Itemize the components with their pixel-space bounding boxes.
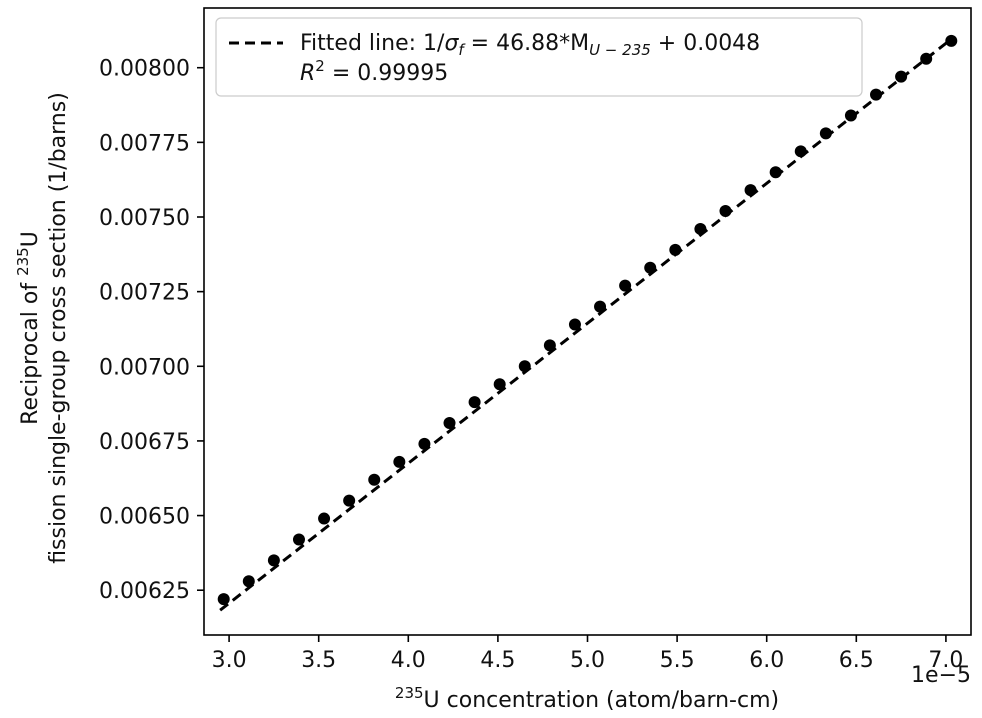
y-tick-label: 0.00650 (99, 505, 190, 530)
data-point (518, 360, 531, 373)
data-point (920, 52, 933, 65)
y-ticks: 0.00625 0.00650 0.00675 0.00700 0.00725 0.007… (99, 57, 204, 604)
data-point (493, 378, 506, 391)
legend: Fitted line: 1/σf = 46.88*MU − 235 + 0.0… (215, 17, 863, 97)
data-point (568, 318, 581, 331)
data-point (719, 205, 732, 218)
data-points (217, 34, 958, 606)
data-point (267, 554, 280, 567)
x-tick-label: 7.0 (928, 648, 963, 673)
x-tick-label: 6.0 (749, 648, 784, 673)
data-point (744, 184, 757, 197)
x-ticks: 3.0 3.5 4.0 4.5 5.0 5.5 6.0 6.5 7.0 (212, 635, 963, 673)
x-tick-label: 5.0 (570, 648, 605, 673)
data-point (619, 279, 632, 292)
y-axis-title-line1: Reciprocal of 235U (14, 231, 43, 425)
data-point (945, 34, 958, 47)
data-point (393, 455, 406, 468)
data-point (870, 88, 883, 101)
legend-fit-label: Fitted line: 1/σf = 46.88*MU − 235 + 0.0… (300, 31, 760, 59)
data-point (418, 437, 431, 450)
data-point (844, 109, 857, 122)
data-point (343, 494, 356, 507)
x-axis-title: 235U concentration (atom/barn-cm) (395, 684, 779, 713)
y-tick-label: 0.00725 (99, 281, 190, 306)
data-point (594, 300, 607, 313)
y-tick-label: 0.00675 (99, 430, 190, 455)
y-axis-title: Reciprocal of 235U fission single-group … (14, 92, 71, 564)
data-point (217, 593, 230, 606)
data-point (368, 473, 381, 486)
data-point (242, 575, 255, 588)
y-tick-label: 0.00800 (99, 57, 190, 82)
x-tick-label: 4.5 (480, 648, 515, 673)
data-point (644, 261, 657, 274)
y-tick-label: 0.00700 (99, 355, 190, 380)
y-tick-label: 0.00750 (99, 206, 190, 231)
data-point (318, 512, 331, 525)
data-point (819, 127, 832, 140)
x-tick-label: 3.0 (212, 648, 247, 673)
data-point (794, 145, 807, 158)
x-tick-label: 5.5 (660, 648, 695, 673)
y-tick-label: 0.00625 (99, 579, 190, 604)
data-point (468, 396, 481, 409)
data-point (694, 222, 707, 235)
x-axis-multiplier: 1e−5 (911, 663, 971, 688)
legend-r-squared: R2 = 0.99995 (300, 57, 448, 86)
data-point (543, 339, 556, 352)
x-tick-label: 3.5 (301, 648, 336, 673)
data-point (443, 417, 456, 430)
y-axis-title-line2: fission single-group cross section (1/ba… (46, 92, 71, 564)
x-tick-label: 4.0 (391, 648, 426, 673)
y-tick-label: 0.00775 (99, 131, 190, 156)
data-point (769, 166, 782, 179)
x-tick-label: 6.5 (839, 648, 874, 673)
data-point (895, 70, 908, 83)
data-point (292, 533, 305, 546)
data-point (669, 243, 682, 256)
legend-box (215, 17, 863, 97)
